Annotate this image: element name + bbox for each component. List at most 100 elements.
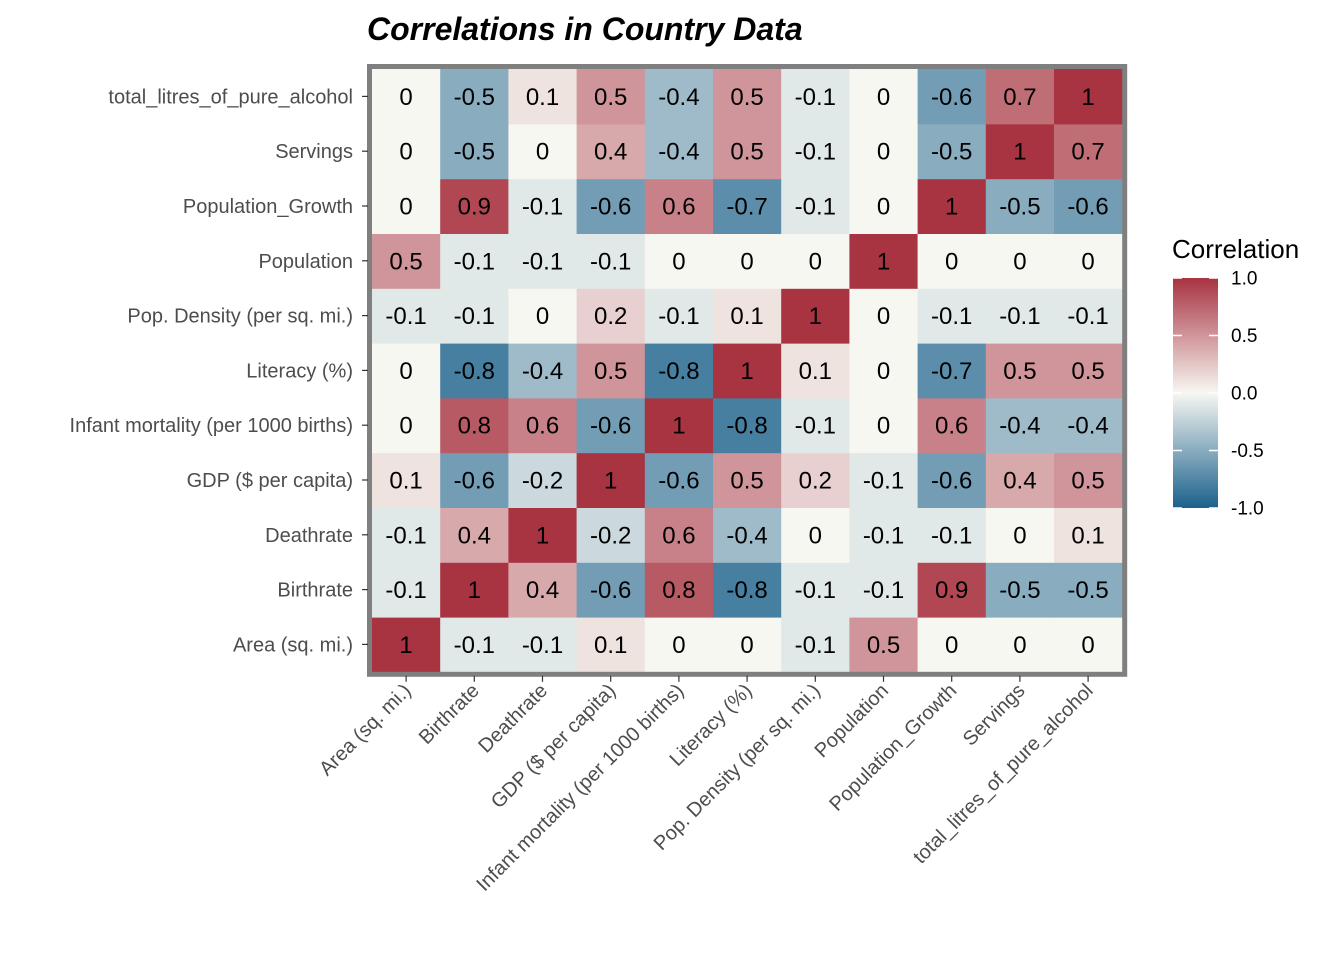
cell-value-label: 0 — [399, 194, 412, 221]
legend-tick-label: 0.0 — [1231, 384, 1257, 405]
legend-tick-label: 0.5 — [1231, 326, 1257, 347]
heatmap-cell — [576, 617, 646, 673]
cell-value-label: -0.1 — [522, 194, 563, 221]
heatmap-cell — [508, 617, 578, 673]
heatmap-cell — [1054, 233, 1123, 289]
heatmap-cell — [576, 343, 646, 399]
legend-title: Correlation — [1172, 234, 1299, 264]
cell-value-label: 0 — [877, 139, 890, 166]
cell-value-label: -0.1 — [999, 303, 1040, 330]
cell-value-label: -0.8 — [658, 358, 699, 385]
heatmap-cell — [849, 123, 919, 180]
heatmap-cell — [849, 397, 919, 454]
panel-border — [367, 64, 1128, 677]
heatmap-cell — [1054, 452, 1123, 508]
x-tick-label: Area (sq. mi.) — [315, 680, 415, 780]
cell-value-label: 0 — [945, 632, 958, 659]
heatmap-cell — [1054, 562, 1123, 618]
cell-value-label: 1 — [536, 522, 549, 549]
cell-value-label: 0 — [672, 248, 685, 275]
cell-value-label: 0.2 — [799, 468, 832, 495]
heatmap-cell — [576, 507, 646, 563]
heatmap-cell — [576, 233, 646, 289]
cell-value-label: -0.8 — [454, 358, 495, 385]
cell-value-label: -0.4 — [1067, 413, 1108, 440]
heatmap-cell — [644, 69, 714, 125]
cell-value-label: 0 — [672, 632, 685, 659]
heatmap-cell — [372, 233, 441, 289]
cell-value-label: -0.4 — [726, 522, 767, 549]
heatmap-cell — [849, 343, 919, 399]
heatmap-cell — [713, 452, 782, 508]
cell-value-label: -0.1 — [454, 632, 495, 659]
legend-ticks: 1.0 0.5 0.0 -0.5 -1.0 — [1173, 269, 1264, 520]
cell-value-label: -0.6 — [590, 577, 631, 604]
cell-value-label: -0.8 — [726, 413, 767, 440]
y-tick-label: Population_Growth — [183, 196, 353, 218]
heatmap-cell — [440, 452, 509, 508]
cell-value-label: -0.6 — [454, 468, 495, 495]
heatmap-cell — [985, 69, 1055, 125]
heatmap-cell — [372, 562, 441, 618]
heatmap-cell — [440, 288, 509, 344]
heatmap-cell — [849, 69, 919, 125]
heatmap-cell — [781, 343, 850, 399]
y-tick-label: Infant mortality (per 1000 births) — [70, 415, 353, 437]
cell-value-label: -0.1 — [385, 522, 426, 549]
cell-value-label: 0.1 — [526, 84, 559, 111]
cell-value-label: 0.1 — [730, 303, 763, 330]
cell-value-label: 0.4 — [526, 577, 559, 604]
cell-value-label: -0.6 — [931, 84, 972, 111]
heatmap-cell — [440, 343, 509, 399]
heatmap-cell — [576, 452, 646, 508]
heatmap-cell — [576, 178, 646, 234]
heatmap-cell — [985, 507, 1055, 563]
heatmap-cell — [644, 233, 714, 289]
cell-value-label: -0.6 — [590, 413, 631, 440]
cell-value-label: 1 — [945, 194, 958, 221]
cell-value-label: 0.8 — [458, 413, 491, 440]
heatmap-cell — [576, 123, 646, 180]
cell-value-label: -0.6 — [931, 468, 972, 495]
x-tick-label: Birthrate — [415, 680, 484, 749]
heatmap-cell — [508, 452, 578, 508]
heatmap-cell — [372, 507, 441, 563]
cell-value-label: 0.6 — [662, 522, 695, 549]
cell-value-label: 0.5 — [1071, 358, 1104, 385]
heatmap-cell — [917, 233, 987, 289]
cell-value-label: -0.1 — [522, 632, 563, 659]
cell-value-label: -0.2 — [590, 522, 631, 549]
heatmap-cell — [508, 288, 578, 344]
cell-value-label: -0.1 — [454, 248, 495, 275]
heatmap-cell — [781, 69, 850, 125]
heatmap-cell — [781, 233, 850, 289]
cell-value-label: 0.7 — [1003, 84, 1036, 111]
cell-value-label: -0.1 — [795, 139, 836, 166]
heatmap-cell — [644, 343, 714, 399]
heatmap-cell — [644, 562, 714, 618]
cell-value-label: 0 — [536, 303, 549, 330]
cell-value-label: -0.4 — [658, 84, 699, 111]
cell-value-label: 0 — [877, 358, 890, 385]
legend-tick-label: 1.0 — [1231, 269, 1257, 290]
cell-value-label: 1 — [809, 303, 822, 330]
cell-value-label: -0.1 — [863, 468, 904, 495]
cell-value-label: -0.1 — [931, 522, 972, 549]
heatmap-cell — [713, 178, 782, 234]
chart-title: Correlations in Country Data — [367, 11, 803, 47]
heatmap-cell — [985, 452, 1055, 508]
heatmap-cell — [508, 397, 578, 454]
cell-value-label: 0.5 — [389, 248, 422, 275]
cell-value-label: -0.1 — [385, 303, 426, 330]
x-tick-label: Population_Growth — [825, 680, 961, 816]
heatmap-cell — [508, 562, 578, 618]
heatmap-cell — [985, 178, 1055, 234]
heatmap-cell — [372, 343, 441, 399]
heatmap-cell — [917, 343, 987, 399]
cell-value-label: 0.9 — [458, 194, 491, 221]
cell-value-label: 1 — [740, 358, 753, 385]
heatmap-cell — [985, 288, 1055, 344]
cell-value-label: -0.4 — [658, 139, 699, 166]
heatmap-cell — [440, 123, 509, 180]
heatmap-cell — [849, 178, 919, 234]
